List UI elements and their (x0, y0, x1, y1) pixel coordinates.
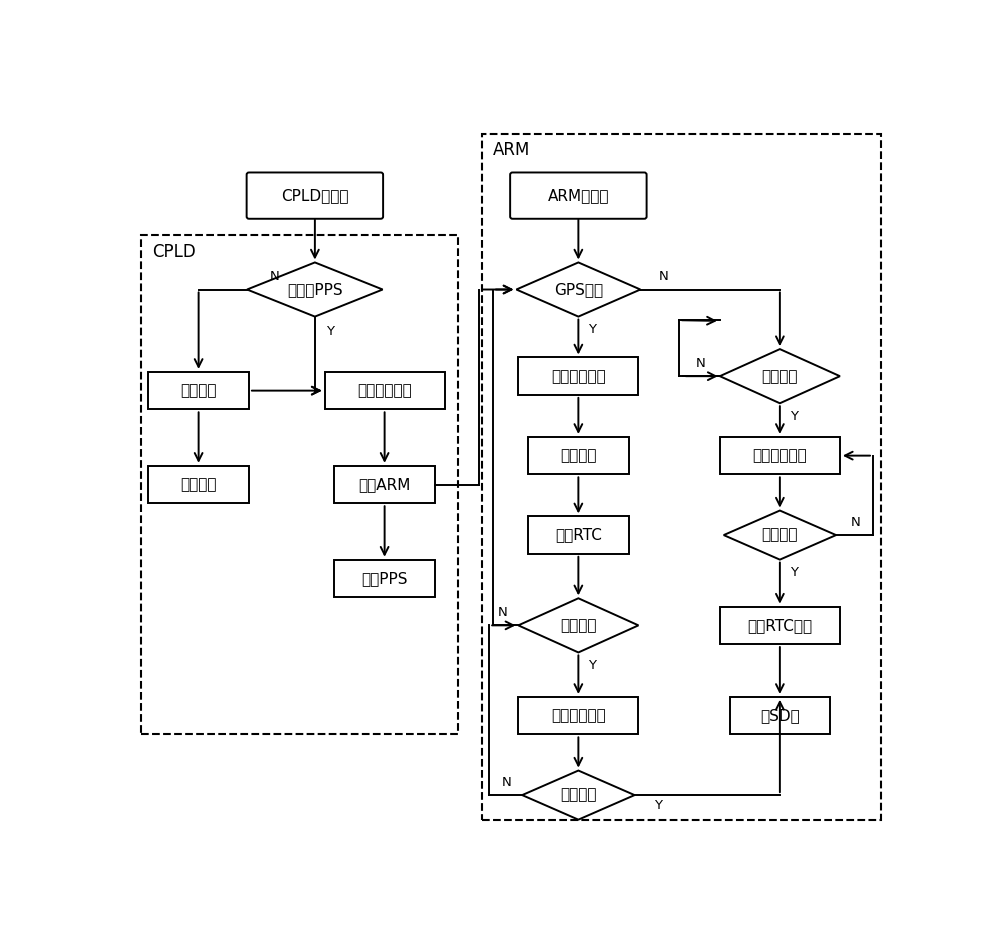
Bar (730, 697, 830, 734)
Text: 最大误差: 最大误差 (180, 477, 217, 492)
FancyBboxPatch shape (510, 173, 647, 219)
Text: GPS正常: GPS正常 (554, 282, 603, 297)
Text: N: N (498, 606, 508, 619)
Polygon shape (724, 510, 836, 560)
Text: 误差计数: 误差计数 (180, 383, 217, 398)
Text: Y: Y (790, 567, 798, 579)
FancyBboxPatch shape (247, 173, 383, 219)
Bar (334, 560, 435, 598)
Bar (148, 371, 249, 409)
Polygon shape (522, 770, 635, 820)
Text: Y: Y (588, 659, 596, 672)
Text: ARM初始化: ARM初始化 (548, 189, 609, 204)
Bar (334, 466, 435, 504)
Text: N: N (696, 356, 705, 370)
Text: 通知ARM: 通知ARM (358, 477, 411, 492)
Bar (518, 357, 638, 395)
Text: 校准RTC: 校准RTC (555, 527, 602, 542)
Text: 输出触发信号: 输出触发信号 (753, 448, 807, 463)
Text: 输出PPS: 输出PPS (361, 571, 408, 586)
Text: 接收到PPS: 接收到PPS (287, 282, 343, 297)
Text: N: N (502, 776, 512, 789)
Text: 触发成功: 触发成功 (560, 788, 597, 803)
Bar (720, 607, 840, 644)
Polygon shape (720, 349, 840, 403)
Polygon shape (518, 598, 638, 653)
Text: 读取RTC时间: 读取RTC时间 (747, 618, 812, 633)
Polygon shape (247, 263, 383, 317)
Text: 触发成功: 触发成功 (762, 527, 798, 542)
Text: 解析数据: 解析数据 (560, 448, 597, 463)
Text: Y: Y (588, 323, 596, 336)
Text: 接收串口数据: 接收串口数据 (551, 369, 606, 384)
Bar (528, 516, 629, 553)
Text: Y: Y (326, 325, 334, 338)
Text: N: N (659, 270, 668, 283)
Polygon shape (516, 263, 640, 317)
Bar (325, 371, 445, 409)
Text: N: N (269, 270, 279, 283)
Bar (528, 437, 629, 475)
Text: CPLD: CPLD (152, 243, 196, 261)
Text: ARM: ARM (493, 142, 530, 159)
Bar (720, 437, 840, 475)
Text: Y: Y (790, 410, 798, 423)
Bar (518, 697, 638, 734)
Text: N: N (851, 516, 860, 529)
Text: CPLD初始化: CPLD初始化 (281, 189, 349, 204)
Text: 是否触发: 是否触发 (560, 618, 597, 633)
Text: 存SD卡: 存SD卡 (760, 708, 800, 723)
Bar (148, 466, 249, 504)
Text: 是否触发: 是否触发 (762, 369, 798, 384)
Text: 重置毫秒脉冲: 重置毫秒脉冲 (357, 383, 412, 398)
Text: 输出触发信号: 输出触发信号 (551, 708, 606, 723)
Text: Y: Y (654, 799, 662, 812)
